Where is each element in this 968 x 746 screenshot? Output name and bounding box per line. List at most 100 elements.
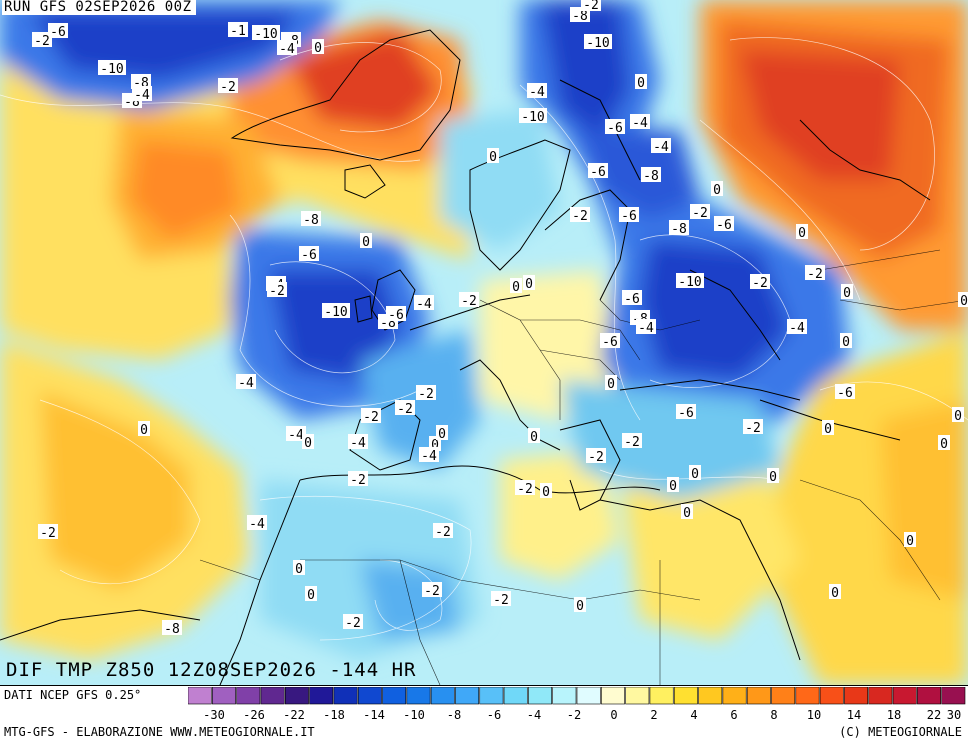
contour-label-text: -2 (752, 276, 768, 291)
scale-swatch (236, 687, 261, 705)
scale-tick-label: 8 (770, 708, 777, 721)
scale-swatch (188, 687, 212, 705)
contour-label: 0 (952, 407, 964, 424)
contour-label: -2 (348, 471, 368, 488)
contour-label-text: 0 (824, 422, 832, 437)
scale-swatch (406, 687, 431, 705)
contour-label-bg (938, 435, 950, 450)
contour-label-text: -4 (421, 449, 437, 464)
contour-label-bg (588, 163, 608, 178)
contour-label: -2 (343, 614, 363, 631)
contour-label-bg (487, 148, 499, 163)
contour-label: 0 (510, 278, 522, 295)
data-source-label: DATI NCEP GFS 0.25° (4, 688, 142, 702)
contour-label-bg (651, 138, 671, 153)
scale-swatch (430, 687, 455, 705)
contour-label-text: -2 (397, 402, 413, 417)
contour-label: -2 (805, 265, 825, 282)
contour-label-bg (247, 515, 267, 530)
field-title: DIF TMP Z850 12Z08SEP2026 -144 HR (6, 659, 417, 681)
contour-label-bg (622, 433, 642, 448)
contour-label-text: 0 (769, 470, 777, 485)
contour-label-text: 0 (489, 150, 497, 165)
contour-label-bg (162, 620, 182, 635)
contour-label: -4 (651, 138, 671, 155)
contour-label-text: -2 (350, 473, 366, 488)
scale-swatch (722, 687, 747, 705)
contour-label: -4 (286, 426, 306, 443)
color-scale-bar: -30 -26 -22 -18 -14 -10 -8 -6 -4 -2 0 2 4 6 8 10 14 18 22 3… (188, 687, 966, 721)
contour-label-text: 0 (940, 437, 948, 452)
contour-label-text: 0 (438, 427, 446, 442)
scale-swatch (260, 687, 285, 705)
contour-label-text: 0 (431, 438, 439, 453)
contour-label: -4 (636, 319, 656, 336)
contour-label-bg (32, 32, 52, 47)
scale-swatch (868, 687, 893, 705)
contour-label: -6 (48, 23, 68, 40)
contour-label-text: 0 (512, 280, 520, 295)
scale-swatch (333, 687, 358, 705)
scale-tick-label: -10 (403, 708, 425, 721)
coastlines (0, 29, 931, 685)
anomaly-field (0, 0, 968, 685)
field-title-bar: DIF TMP Z850 12Z08SEP2026 -144 HR (0, 655, 968, 685)
contour-label-bg (570, 207, 590, 222)
scale-tick-label: -4 (527, 708, 541, 721)
contour-label-bg (299, 246, 319, 261)
contour-label-text: -2 (418, 387, 434, 402)
contour-label: -4 (277, 40, 297, 57)
contour-label: 0 (436, 425, 448, 442)
contour-label-bg (750, 274, 770, 289)
contour-label-text: -2 (40, 526, 56, 541)
contour-label-text: -2 (345, 616, 361, 631)
contour-label: 0 (293, 560, 305, 577)
contour-label-bg (841, 284, 853, 299)
contour-label: 0 (523, 275, 535, 292)
contour-label-text: -6 (624, 292, 640, 307)
contour-label-text: -4 (134, 88, 150, 103)
contour-label: 0 (904, 532, 916, 549)
contour-label: 0 (635, 74, 647, 91)
contour-label: 0 (958, 292, 968, 309)
contour-label-text: -4 (279, 42, 295, 57)
scale-swatch (771, 687, 796, 705)
scale-swatch (844, 687, 869, 705)
contour-label-bg (277, 40, 297, 55)
contour-label-text: -2 (692, 206, 708, 221)
scale-swatch (625, 687, 650, 705)
scale-swatch (552, 687, 577, 705)
scale-tick-label: 14 (847, 708, 861, 721)
contour-label-bg (459, 292, 479, 307)
contour-label-text: 0 (669, 479, 677, 494)
contour-label: 0 (711, 181, 723, 198)
contour-label-text: -4 (249, 517, 265, 532)
contour-label: -6 (299, 246, 319, 263)
contour-label: -2 (267, 282, 287, 299)
contour-label-bg (600, 333, 620, 348)
contour-label-text: 0 (362, 235, 370, 250)
contour-label-text: -6 (388, 308, 404, 323)
contour-label-bg (419, 447, 439, 462)
contour-label: -6 (386, 306, 406, 323)
contour-label: 0 (689, 465, 701, 482)
contour-label-bg (395, 400, 415, 415)
contour-label: -1 (228, 22, 248, 39)
contour-label-text: -2 (269, 284, 285, 299)
contour-label-text: -2 (435, 525, 451, 540)
contour-label-bg (690, 204, 710, 219)
contour-label-bg (252, 25, 280, 40)
contour-label-bg (267, 282, 287, 297)
contour-label: 0 (540, 483, 552, 500)
contour-label: 0 (841, 284, 853, 301)
contour-label: 0 (528, 428, 540, 445)
scale-tick-label: 10 (807, 708, 821, 721)
contour-label: 0 (360, 233, 372, 250)
contour-label-bg (835, 384, 855, 399)
contour-label-text: -4 (416, 297, 432, 312)
contour-label: -2 (570, 207, 590, 224)
contour-label-bg (48, 23, 68, 38)
scale-tick-label: 4 (690, 708, 697, 721)
contour-label-bg (348, 434, 368, 449)
contour-label: -2 (433, 523, 453, 540)
